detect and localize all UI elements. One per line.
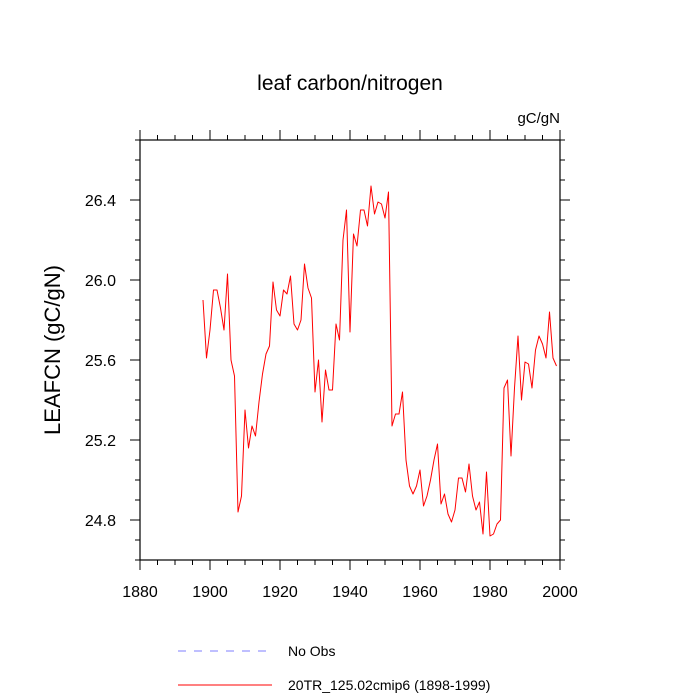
y-tick-label: 25.6: [85, 353, 116, 370]
x-tick-label: 1880: [122, 584, 158, 601]
legend: No Obs 20TR_125.02cmip6 (1898-1999): [178, 643, 490, 693]
legend-label-model: 20TR_125.02cmip6 (1898-1999): [288, 677, 490, 693]
x-tick-label: 1980: [472, 584, 508, 601]
plot-frame: [139, 139, 561, 561]
x-tick-label: 1900: [192, 584, 228, 601]
x-tick-label: 1960: [402, 584, 438, 601]
series-line: [202, 185, 557, 537]
series-layer: [202, 185, 557, 537]
y-axis-label: LEAFCN (gC/gN): [40, 265, 65, 435]
units-label: gC/gN: [517, 110, 560, 127]
legend-label-no-obs: No Obs: [288, 643, 335, 659]
tick-labels: 1880 1900 1920 1940 1960 1980 2000 24.8 25.2 25.6…: [85, 193, 578, 601]
y-tick-label: 26.4: [85, 193, 116, 210]
x-tick-label: 1920: [262, 584, 298, 601]
x-tick-label: 1940: [332, 584, 368, 601]
chart-title: leaf carbon/nitrogen: [257, 72, 443, 95]
y-tick-label: 24.8: [85, 513, 116, 530]
y-tick-label: 26.0: [85, 273, 116, 290]
axis-ticks: [130, 130, 570, 570]
x-tick-label: 2000: [542, 584, 578, 601]
y-tick-label: 25.2: [85, 433, 116, 450]
